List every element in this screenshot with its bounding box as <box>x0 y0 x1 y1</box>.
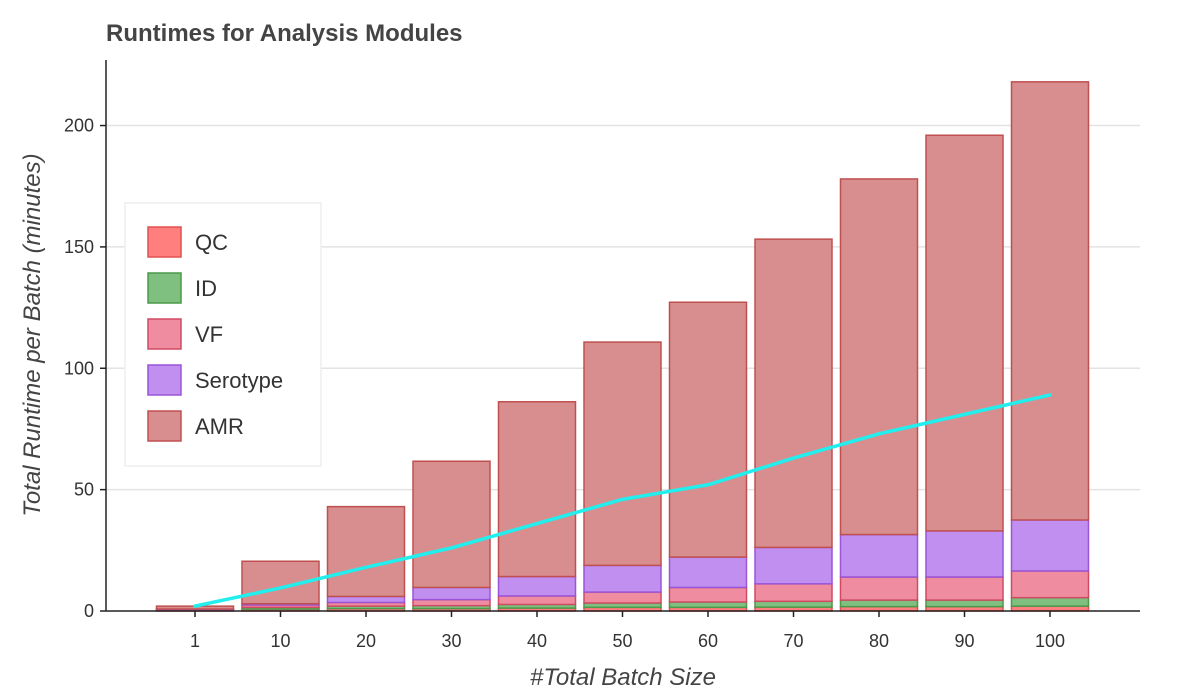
legend-swatch-id <box>147 272 182 304</box>
bar-segment-vf <box>754 583 833 603</box>
bar-segment-serotype <box>1010 519 1090 572</box>
legend-label-qc: QC <box>195 230 228 255</box>
y-tick-label: 200 <box>64 116 94 136</box>
bars <box>155 81 1090 612</box>
bar-segment-serotype <box>925 530 1004 578</box>
legend-label-vf: VF <box>195 322 223 347</box>
x-tick-label: 100 <box>1035 631 1065 651</box>
line-layer <box>193 393 1052 608</box>
bar-segment-vf <box>668 586 748 603</box>
bar-segment-id <box>925 599 1004 608</box>
x-tick-label: 40 <box>527 631 547 651</box>
x-tick-label: 1 <box>190 631 200 651</box>
bar-segment-serotype <box>412 586 491 601</box>
chart-title: Runtimes for Analysis Modules <box>106 20 463 47</box>
bar-segment-amr <box>668 301 748 558</box>
x-tick-label: 30 <box>441 631 461 651</box>
legend-swatch-vf <box>147 318 182 350</box>
y-axis-label: Total Runtime per Batch (minutes) <box>19 153 46 516</box>
y-tick-label: 0 <box>84 601 94 621</box>
bar-segment-id <box>668 601 748 609</box>
bar-segment-id <box>754 600 833 608</box>
bar-segment-serotype <box>839 533 919 578</box>
bar-segment-vf <box>1010 570 1090 599</box>
bar-segment-vf <box>925 576 1004 601</box>
bar-segment-amr <box>583 341 662 567</box>
x-tick-label: 80 <box>869 631 889 651</box>
y-tick-label: 150 <box>64 237 94 257</box>
bar-segment-amr <box>412 460 491 589</box>
legend-label-amr: AMR <box>195 414 244 439</box>
x-axis-label: #Total Batch Size <box>530 664 716 691</box>
bar-segment-amr <box>754 238 833 549</box>
x-tick-label: 20 <box>356 631 376 651</box>
bar-segment-vf <box>839 576 919 601</box>
series-line <box>193 393 1052 608</box>
bar-segment-amr <box>326 505 406 598</box>
y-tick-label: 50 <box>74 480 94 500</box>
bar-segment-amr <box>497 401 577 578</box>
bar-segment-amr <box>925 134 1004 532</box>
x-tick-label: 10 <box>270 631 290 651</box>
legend-swatch-qc <box>147 226 182 258</box>
legend-swatch-amr <box>147 410 182 442</box>
legend-swatch-serotype <box>147 364 182 396</box>
bar-segment-serotype <box>583 564 662 593</box>
legend-label-id: ID <box>195 276 217 301</box>
legend: QC ID VF Serotype AMR <box>124 202 322 467</box>
bar-segment-id <box>1010 596 1090 607</box>
x-tick-label: 90 <box>954 631 974 651</box>
x-tick-label: 60 <box>698 631 718 651</box>
x-tick-label: 50 <box>612 631 632 651</box>
bar-segment-id <box>839 599 919 608</box>
bar-segment-serotype <box>326 595 406 604</box>
bar-segment-vf <box>412 598 491 607</box>
bar-segment-serotype <box>497 575 577 597</box>
y-tick-label: 100 <box>64 358 94 378</box>
bar-segment-vf <box>583 591 662 604</box>
bar-segment-amr <box>1010 81 1090 521</box>
bar-segment-amr <box>839 178 919 536</box>
x-tick-label: 70 <box>783 631 803 651</box>
bar-segment-vf <box>497 595 577 606</box>
bar-segment-serotype <box>754 546 833 585</box>
bar-segment-serotype <box>668 556 748 589</box>
legend-label-serotype: Serotype <box>195 368 283 393</box>
